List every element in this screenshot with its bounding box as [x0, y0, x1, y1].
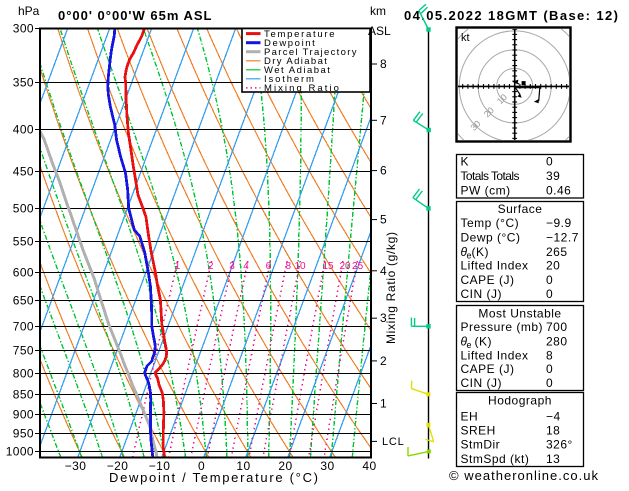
svg-text:850: 850 — [13, 388, 34, 402]
svg-text:SREH: SREH — [461, 424, 496, 438]
svg-text:2: 2 — [380, 354, 387, 368]
svg-text:8: 8 — [380, 57, 387, 71]
svg-text:Lifted Index: Lifted Index — [461, 259, 529, 273]
svg-text:5: 5 — [380, 213, 387, 227]
svg-text:StmSpd (kt): StmSpd (kt) — [461, 452, 530, 466]
svg-text:25: 25 — [352, 261, 364, 272]
svg-text:600: 600 — [13, 266, 34, 280]
svg-text:700: 700 — [13, 320, 34, 334]
svg-text:326°: 326° — [546, 437, 573, 451]
svg-text:6: 6 — [266, 261, 272, 272]
svg-text:Hodograph: Hodograph — [488, 394, 552, 408]
svg-text:K: K — [461, 155, 470, 169]
svg-text:1000: 1000 — [6, 445, 34, 459]
svg-text:km: km — [370, 4, 386, 18]
svg-text:20: 20 — [546, 259, 560, 273]
svg-text:7: 7 — [380, 113, 387, 127]
svg-text:40: 40 — [362, 459, 376, 473]
svg-text:LCL: LCL — [382, 436, 405, 448]
svg-text:2: 2 — [208, 261, 214, 272]
svg-text:CIN (J): CIN (J) — [461, 287, 503, 301]
svg-text:0: 0 — [546, 155, 553, 169]
svg-text:500: 500 — [13, 202, 34, 216]
svg-text:39: 39 — [546, 169, 560, 183]
svg-text:© weatheronline.co.uk: © weatheronline.co.uk — [449, 468, 599, 483]
svg-text:20: 20 — [339, 261, 351, 272]
svg-text:280: 280 — [546, 335, 568, 349]
svg-text:CAPE (J): CAPE (J) — [461, 273, 515, 287]
svg-text:Surface: Surface — [498, 202, 543, 216]
svg-text:CAPE (J): CAPE (J) — [461, 362, 515, 376]
svg-text:1: 1 — [175, 261, 181, 272]
svg-text:13: 13 — [546, 452, 560, 466]
svg-text:8: 8 — [286, 261, 292, 272]
svg-text:0: 0 — [546, 287, 553, 301]
svg-text:0.46: 0.46 — [546, 184, 571, 198]
svg-text:450: 450 — [13, 165, 34, 179]
svg-text:300: 300 — [13, 22, 34, 36]
svg-text:04.05.2022 18GMT (Base: 12): 04.05.2022 18GMT (Base: 12) — [404, 8, 618, 23]
svg-text:kt: kt — [461, 32, 470, 44]
svg-text:18: 18 — [546, 424, 560, 438]
svg-text:0: 0 — [546, 273, 553, 287]
svg-text:350: 350 — [13, 76, 34, 90]
svg-text:15: 15 — [322, 261, 334, 272]
svg-text:CIN (J): CIN (J) — [461, 376, 503, 390]
svg-text:8: 8 — [546, 349, 553, 363]
svg-text:800: 800 — [13, 367, 34, 381]
svg-text:650: 650 — [13, 294, 34, 308]
svg-text:hPa: hPa — [18, 4, 40, 18]
svg-text:(K): (K) — [475, 335, 493, 349]
svg-text:4: 4 — [243, 261, 249, 272]
svg-text:0: 0 — [546, 362, 553, 376]
svg-text:265: 265 — [546, 245, 568, 259]
svg-text:Pressure (mb): Pressure (mb) — [461, 320, 544, 334]
svg-text:Totals Totals: Totals Totals — [461, 169, 520, 183]
svg-text:400: 400 — [13, 123, 34, 137]
svg-text:6: 6 — [380, 164, 387, 178]
svg-text:(K): (K) — [472, 245, 490, 259]
svg-text:10: 10 — [294, 261, 306, 272]
svg-text:−9.9: −9.9 — [546, 216, 572, 230]
svg-text:Lifted Index: Lifted Index — [461, 349, 529, 363]
svg-text:EH: EH — [461, 410, 479, 424]
svg-text:0°00' 0°00'W 65m ASL: 0°00' 0°00'W 65m ASL — [58, 8, 212, 23]
svg-text:Dewp (°C): Dewp (°C) — [461, 231, 521, 245]
svg-text:ASL: ASL — [368, 24, 391, 38]
svg-text:Temp (°C): Temp (°C) — [461, 216, 520, 230]
svg-text:1: 1 — [380, 397, 387, 411]
svg-text:3: 3 — [229, 261, 235, 272]
svg-text:750: 750 — [13, 344, 34, 358]
svg-text:Most Unstable: Most Unstable — [478, 306, 561, 320]
svg-text:0: 0 — [546, 376, 553, 390]
svg-text:900: 900 — [13, 408, 34, 422]
svg-text:Mixing Ratio (g/kg): Mixing Ratio (g/kg) — [384, 232, 398, 344]
svg-text:PW (cm): PW (cm) — [461, 184, 511, 198]
svg-text:−12.7: −12.7 — [546, 231, 579, 245]
svg-text:StmDir: StmDir — [461, 437, 501, 451]
svg-text:950: 950 — [13, 427, 34, 441]
svg-text:30: 30 — [320, 459, 334, 473]
svg-text:Dewpoint / Temperature (°C): Dewpoint / Temperature (°C) — [109, 470, 318, 485]
svg-text:700: 700 — [546, 320, 568, 334]
svg-text:−30: −30 — [65, 459, 87, 473]
svg-text:550: 550 — [13, 235, 34, 249]
svg-text:−4: −4 — [546, 410, 561, 424]
